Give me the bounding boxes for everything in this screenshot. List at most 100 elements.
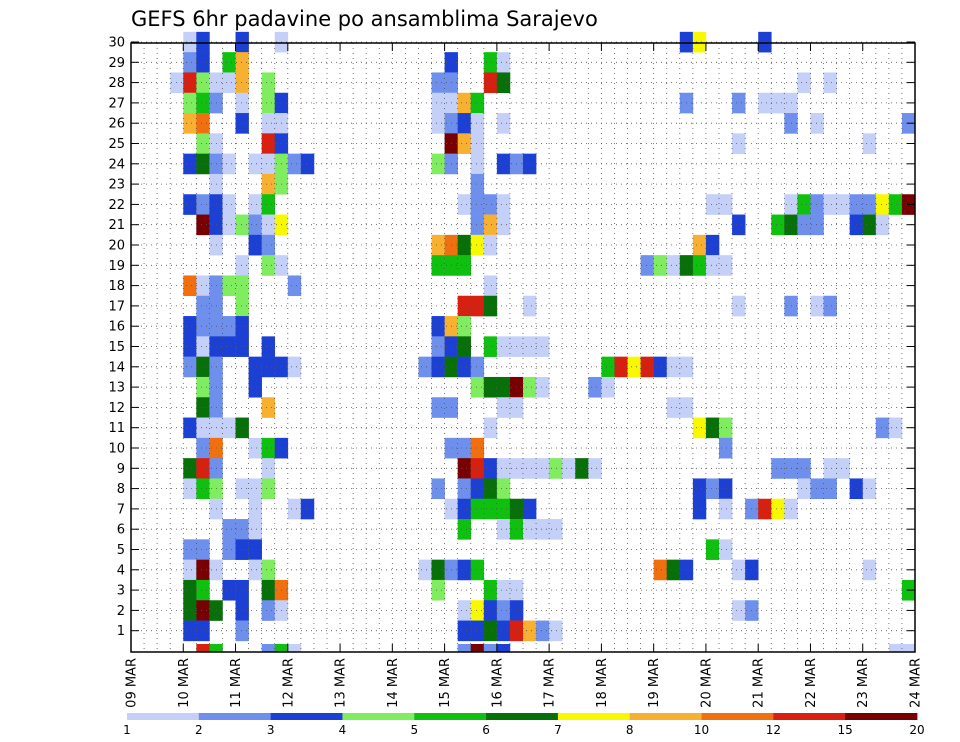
- heat-cell: [261, 458, 276, 479]
- heat-cell: [196, 579, 210, 601]
- heat-cell: [457, 194, 472, 215]
- heat-cell: [457, 644, 472, 653]
- heat-cell: [666, 559, 681, 581]
- heat-cell: [523, 498, 537, 520]
- heat-cell: [483, 458, 498, 479]
- heat-cell: [235, 478, 249, 500]
- heat-cell: [470, 234, 485, 256]
- colorbar-swatch: [270, 713, 343, 720]
- y-tick-label: 14: [108, 360, 125, 375]
- heat-cell: [183, 52, 197, 73]
- heat-cell: [222, 52, 236, 73]
- colorbar-swatch: [845, 713, 918, 720]
- heat-cell: [496, 644, 511, 653]
- heat-cell: [248, 234, 262, 256]
- heat-cell: [183, 539, 197, 560]
- heat-cell: [248, 539, 262, 560]
- heat-cell: [418, 356, 432, 378]
- heat-cell: [470, 92, 485, 114]
- heat-cell: [248, 214, 262, 236]
- heat-cell: [287, 644, 302, 653]
- heat-cell: [248, 559, 262, 581]
- y-tick-label: 17: [108, 299, 125, 314]
- heat-cell: [431, 478, 445, 500]
- heat-cell: [692, 478, 707, 500]
- y-tick-label: 22: [108, 198, 125, 213]
- colorbar-swatch: [486, 713, 559, 720]
- x-tick-label: 16 MAR: [490, 658, 505, 708]
- heat-cell: [287, 498, 302, 520]
- heat-cell: [431, 397, 445, 418]
- heat-cell: [496, 72, 511, 94]
- heat-cell: [496, 397, 511, 418]
- heat-cell: [470, 600, 485, 621]
- heat-cell: [248, 519, 262, 540]
- heat-cell: [222, 539, 236, 560]
- x-tick-label: 20 MAR: [699, 658, 714, 708]
- heat-cell: [196, 52, 210, 73]
- y-tick-label: 16: [108, 320, 125, 335]
- heat-cell: [196, 295, 210, 317]
- colorbar-label: 3: [267, 723, 275, 737]
- heat-cell: [666, 397, 681, 418]
- heat-cell: [523, 295, 537, 317]
- x-tick-label: 14 MAR: [386, 658, 401, 708]
- heat-cell: [888, 644, 903, 653]
- heat-cell: [536, 519, 550, 540]
- heat-cell: [431, 579, 445, 601]
- heat-cell: [810, 478, 824, 500]
- heat-cell: [692, 255, 707, 276]
- y-axis: 1234567891011121314151617181920212223242…: [108, 36, 915, 639]
- heat-cell: [235, 579, 249, 601]
- heat-cell: [248, 437, 262, 459]
- colorbar-swatch: [414, 713, 487, 720]
- heat-cell: [483, 579, 498, 601]
- colorbar-legend: 1 2 3 4 5 6 7 8 10 12 15 20: [123, 713, 925, 737]
- heat-cell: [470, 376, 485, 398]
- heat-cell: [457, 336, 472, 357]
- heat-cell: [261, 437, 276, 459]
- heat-cell: [235, 620, 249, 642]
- y-tick-label: 20: [108, 239, 125, 254]
- heat-cell: [235, 52, 249, 73]
- heat-cell: [888, 194, 903, 215]
- y-tick-label: 25: [108, 137, 125, 152]
- heat-cell: [496, 336, 511, 357]
- heat-cell: [483, 644, 498, 653]
- heat-cell: [196, 113, 210, 134]
- heat-cell: [196, 336, 210, 357]
- heat-cell: [196, 31, 210, 53]
- heat-cell: [483, 295, 498, 317]
- heat-cell: [692, 498, 707, 520]
- colorbar-label: 2: [195, 723, 203, 737]
- heat-cell: [235, 92, 249, 114]
- heat-cell: [183, 559, 197, 581]
- heat-cell: [653, 255, 668, 276]
- colorbar-label: 10: [694, 723, 709, 737]
- heat-cell: [235, 316, 249, 337]
- heat-cell: [666, 255, 681, 276]
- heat-cell: [235, 417, 249, 439]
- heat-cell: [496, 579, 511, 601]
- heat-cell: [261, 644, 276, 653]
- heat-cell: [222, 72, 236, 94]
- heat-cell: [732, 133, 746, 154]
- heat-cell: [483, 376, 498, 398]
- heat-cell: [261, 336, 276, 357]
- heat-cell: [732, 295, 746, 317]
- heat-cell: [457, 458, 472, 479]
- heat-cell: [719, 437, 733, 459]
- heat-cell: [300, 153, 315, 175]
- colorbar-label: 20: [909, 723, 924, 737]
- heat-cell: [496, 478, 511, 500]
- heat-cell: [705, 478, 720, 500]
- y-tick-label: 1: [117, 624, 125, 639]
- heat-cell: [235, 72, 249, 94]
- heat-cell: [836, 194, 850, 215]
- heat-cell: [457, 356, 472, 378]
- heat-cell: [483, 275, 498, 297]
- heat-cell: [470, 644, 485, 653]
- colorbar-label: 1: [123, 723, 131, 737]
- heat-cell: [196, 275, 210, 297]
- heat-cell: [431, 92, 445, 114]
